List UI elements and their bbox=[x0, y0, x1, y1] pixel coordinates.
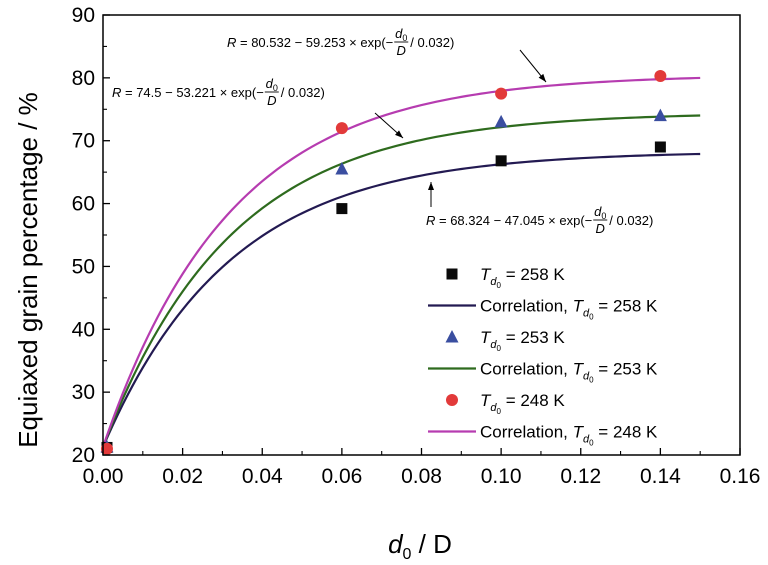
legend-marker-series-3 bbox=[446, 394, 458, 406]
x-axis-label-var: d bbox=[388, 529, 404, 559]
x-axis-label-sub: 0 bbox=[403, 546, 412, 563]
x-tick-label: 0.16 bbox=[720, 465, 761, 488]
data-point-series-3 bbox=[100, 442, 113, 455]
svg-text:d0: d0 bbox=[395, 26, 407, 43]
fit-curves bbox=[101, 76, 701, 448]
x-tick-label: 0.08 bbox=[401, 465, 442, 488]
data-point-series-1 bbox=[336, 203, 348, 215]
data-point-series-2 bbox=[494, 114, 508, 128]
svg-text:/ 0.032): / 0.032) bbox=[410, 35, 454, 50]
svg-text:R = 80.532 − 59.253 × exp(−: R = 80.532 − 59.253 × exp(− bbox=[227, 35, 393, 50]
y-tick-label: 80 bbox=[72, 67, 95, 90]
x-tick-label: 0.12 bbox=[560, 465, 601, 488]
tick-labels: 0.00 0.02 0.04 0.06 0.08 0.10 0.12 0.14 0.16 20 30… bbox=[72, 4, 761, 488]
equation-annotations: R = 68.324 − 47.045 × exp(−d0D / 0.032)R… bbox=[112, 26, 653, 236]
y-tick-label: 40 bbox=[72, 318, 95, 341]
x-tick-label: 0.06 bbox=[321, 465, 362, 488]
legend-label-fit-2: Correlation, Td0 = 253 K bbox=[480, 360, 658, 385]
equation-1: R = 68.324 − 47.045 × exp(−d0D / 0.032) bbox=[426, 182, 653, 236]
fit-curve-series-2 bbox=[101, 114, 701, 448]
svg-text:/ 0.032): / 0.032) bbox=[609, 213, 653, 228]
plot-frame bbox=[102, 14, 741, 456]
data-point-series-3 bbox=[495, 87, 508, 100]
y-tick-label: 30 bbox=[72, 381, 95, 404]
legend-marker-series-2 bbox=[445, 330, 459, 343]
data-point-series-2 bbox=[335, 162, 349, 175]
equation-3: R = 80.532 − 59.253 × exp(−d0D / 0.032) bbox=[227, 26, 547, 83]
svg-text:d0: d0 bbox=[594, 204, 606, 221]
equation-2: R = 74.5 − 53.221 × exp(−d0D / 0.032) bbox=[112, 76, 404, 139]
legend-label-fit-1: Correlation, Td0 = 258 K bbox=[480, 297, 658, 322]
y-axis-label: Equiaxed grain percentage / % bbox=[13, 92, 43, 448]
legend-label-points-3: Td0 = 248 K bbox=[480, 391, 565, 416]
data-point-series-1 bbox=[654, 141, 666, 153]
data-points bbox=[100, 69, 667, 455]
x-tick-label: 0.14 bbox=[640, 465, 681, 488]
x-axis-label: d0 / D bbox=[388, 529, 452, 563]
tick-marks bbox=[102, 14, 741, 456]
y-tick-label: 50 bbox=[72, 255, 95, 278]
svg-text:R = 68.324 − 47.045 × exp(−: R = 68.324 − 47.045 × exp(− bbox=[426, 213, 592, 228]
svg-text:D: D bbox=[267, 93, 276, 108]
y-tick-label: 70 bbox=[72, 130, 95, 153]
y-tick-label: 20 bbox=[72, 444, 95, 467]
y-tick-label: 90 bbox=[72, 4, 95, 27]
data-point-series-3 bbox=[654, 69, 667, 82]
svg-text:D: D bbox=[596, 221, 605, 236]
legend-label-points-2: Td0 = 253 K bbox=[480, 328, 565, 353]
svg-text:/ 0.032): / 0.032) bbox=[281, 85, 325, 100]
data-point-series-2 bbox=[653, 108, 667, 122]
data-point-series-1 bbox=[495, 155, 507, 167]
data-point-series-3 bbox=[335, 122, 348, 135]
legend: Td0 = 258 K Correlation, Td0 = 258 K Td0 =… bbox=[428, 265, 658, 448]
svg-text:D: D bbox=[397, 43, 406, 58]
x-tick-label: 0.00 bbox=[83, 465, 124, 488]
svg-text:d0: d0 bbox=[266, 76, 278, 93]
x-tick-label: 0.04 bbox=[242, 465, 283, 488]
fit-curve-series-3 bbox=[101, 76, 701, 448]
svg-text:R = 74.5 − 53.221 × exp(−: R = 74.5 − 53.221 × exp(− bbox=[112, 85, 264, 100]
x-tick-label: 0.10 bbox=[481, 465, 522, 488]
legend-marker-series-1 bbox=[446, 268, 458, 280]
x-axis-label-rest: / D bbox=[411, 529, 451, 559]
fit-curve-series-1 bbox=[101, 152, 701, 448]
x-tick-label: 0.02 bbox=[162, 465, 203, 488]
y-tick-label: 60 bbox=[72, 193, 95, 216]
legend-label-points-1: Td0 = 258 K bbox=[480, 265, 565, 290]
legend-label-fit-3: Correlation, Td0 = 248 K bbox=[480, 423, 658, 448]
